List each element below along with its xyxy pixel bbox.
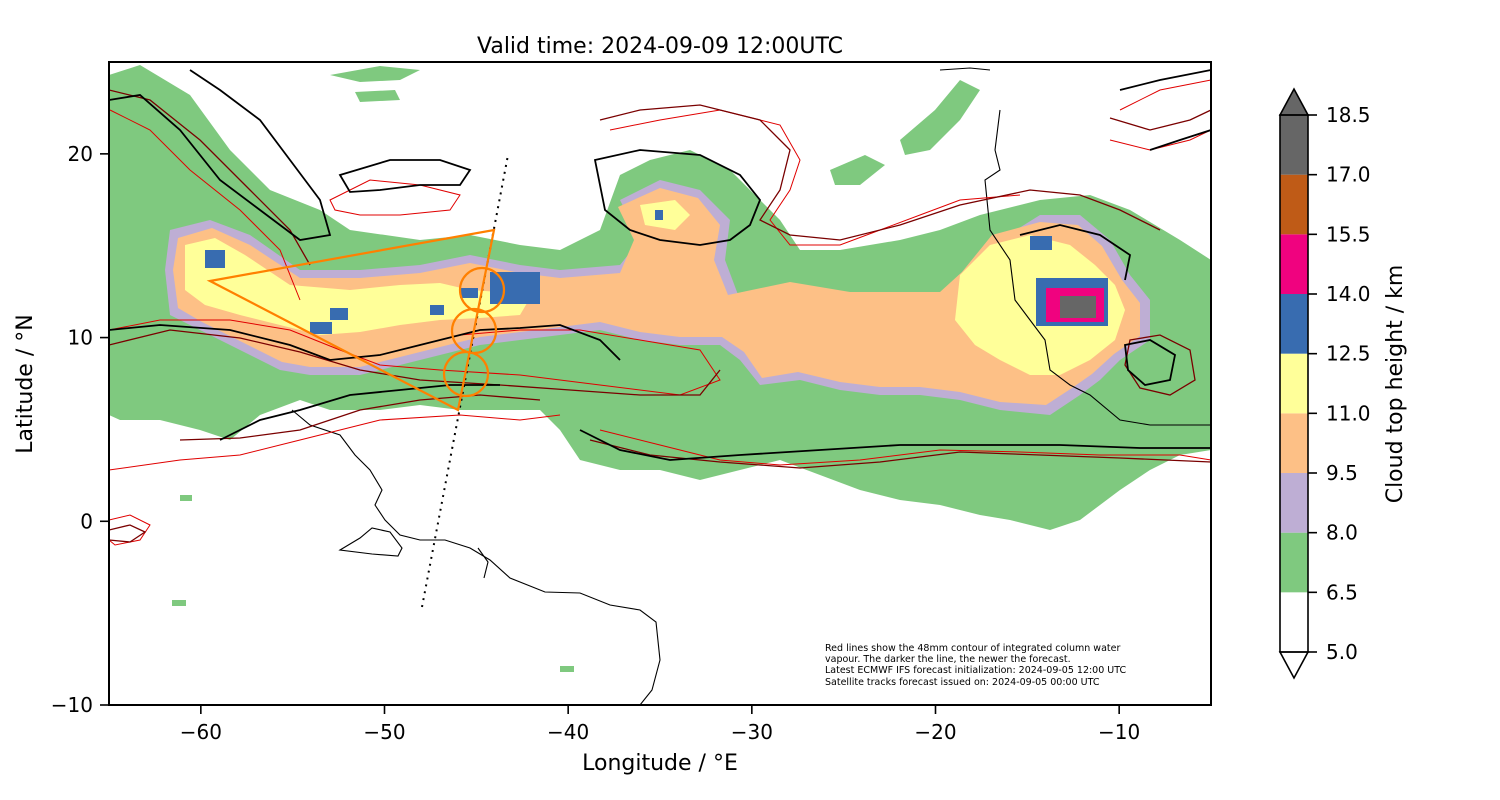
colorbar-tick-label: 11.0 xyxy=(1326,401,1371,425)
colorbar-segment xyxy=(1280,473,1308,533)
colorbar-tick-label: 17.0 xyxy=(1326,163,1371,187)
y-tick-label: −10 xyxy=(51,693,93,717)
x-tick-label: −60 xyxy=(180,720,222,744)
colorbar-segment xyxy=(1280,353,1308,414)
colorbar-label: Cloud top height / km xyxy=(1383,265,1408,504)
x-tick-label: −30 xyxy=(731,720,773,744)
flight-pattern[interactable] xyxy=(206,228,506,412)
cloud-patch-yellow-north xyxy=(640,200,690,230)
colorbar-tick-label: 6.5 xyxy=(1326,580,1358,604)
colorbar-tick-label: 14.0 xyxy=(1326,282,1371,306)
annotation-line-4: Satellite tracks forecast issued on: 202… xyxy=(825,677,1100,688)
y-axis-label: Latitude / °N xyxy=(13,314,38,453)
cloud-patch-green-n2 xyxy=(355,90,400,102)
colorbar-segment xyxy=(1280,592,1308,652)
cloud-patch-green-s3 xyxy=(180,495,192,501)
flight-circle-north xyxy=(458,266,506,314)
cloud-top-field xyxy=(109,65,1211,672)
colorbar-segment xyxy=(1280,532,1308,593)
colorbar-segment xyxy=(1280,294,1308,354)
cloud-patch-green-mid xyxy=(830,155,885,185)
colorbar: 5.0 6.5 8.0 9.5 11.0 12.5 14.0 15.5 17.0 18.5 xyxy=(1278,87,1371,680)
colorbar-frame xyxy=(1279,114,1309,653)
colorbar-tick-label: 5.0 xyxy=(1326,640,1358,664)
x-axis-label: Longitude / °E xyxy=(582,751,738,776)
coastline xyxy=(291,67,1211,705)
x-tick-label: −20 xyxy=(914,720,956,744)
chart-title: Valid time: 2024-09-09 12:00UTC xyxy=(477,34,843,59)
cloud-patch-green-ne xyxy=(900,80,980,155)
colorbar-segment xyxy=(1280,234,1308,294)
colorbar-extend-bottom xyxy=(1278,651,1310,680)
y-tick-label: 10 xyxy=(68,326,93,350)
colorbar-segment xyxy=(1280,413,1308,473)
cloud-cells-grey xyxy=(1060,296,1096,318)
map-annotation: Red lines show the 48mm contour of integ… xyxy=(825,643,1126,688)
colorbar-tick-label: 8.0 xyxy=(1326,521,1358,545)
cloud-band-orange xyxy=(173,188,1140,405)
x-tick-label: −40 xyxy=(547,720,589,744)
colorbar-extend-top xyxy=(1278,87,1310,116)
cloud-patch-green-s1 xyxy=(172,600,186,606)
colorbar-tick-label: 18.5 xyxy=(1326,103,1371,127)
colorbar-tick-label: 12.5 xyxy=(1326,342,1371,366)
annotation-line-3: Latest ECMWF IFS forecast initialization… xyxy=(825,665,1126,676)
y-tick-label: 20 xyxy=(68,142,93,166)
annotation-line-1: Red lines show the 48mm contour of integ… xyxy=(825,643,1120,654)
y-tick-label: 0 xyxy=(80,509,93,533)
x-tick-label: −10 xyxy=(1098,720,1140,744)
colorbar-segment xyxy=(1280,115,1308,175)
colorbar-segment xyxy=(1280,174,1308,235)
map-panel[interactable]: Red lines show the 48mm contour of integ… xyxy=(109,62,1211,705)
colorbar-tick-label: 15.5 xyxy=(1326,222,1371,246)
annotation-line-2: vapour. The darker the line, the newer t… xyxy=(825,654,1071,665)
x-tick-label: −50 xyxy=(363,720,405,744)
flight-polygon xyxy=(206,228,496,412)
iwv-contours-latest xyxy=(109,69,1211,461)
flight-circle-south xyxy=(442,350,490,398)
iwv-contours-oldest xyxy=(109,79,1211,546)
y-axis: 20 10 0 −10 xyxy=(51,142,109,717)
colorbar-tick-label: 9.5 xyxy=(1326,461,1358,485)
cloud-patch-green-s2 xyxy=(560,666,574,672)
map-frame xyxy=(108,61,1212,706)
x-axis: −60 −50 −40 −30 −20 −10 xyxy=(180,705,1140,744)
cloud-patch-green-n1 xyxy=(330,66,420,82)
